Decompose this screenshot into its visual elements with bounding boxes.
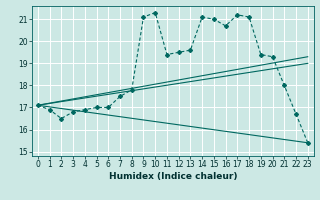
X-axis label: Humidex (Indice chaleur): Humidex (Indice chaleur) xyxy=(108,172,237,181)
